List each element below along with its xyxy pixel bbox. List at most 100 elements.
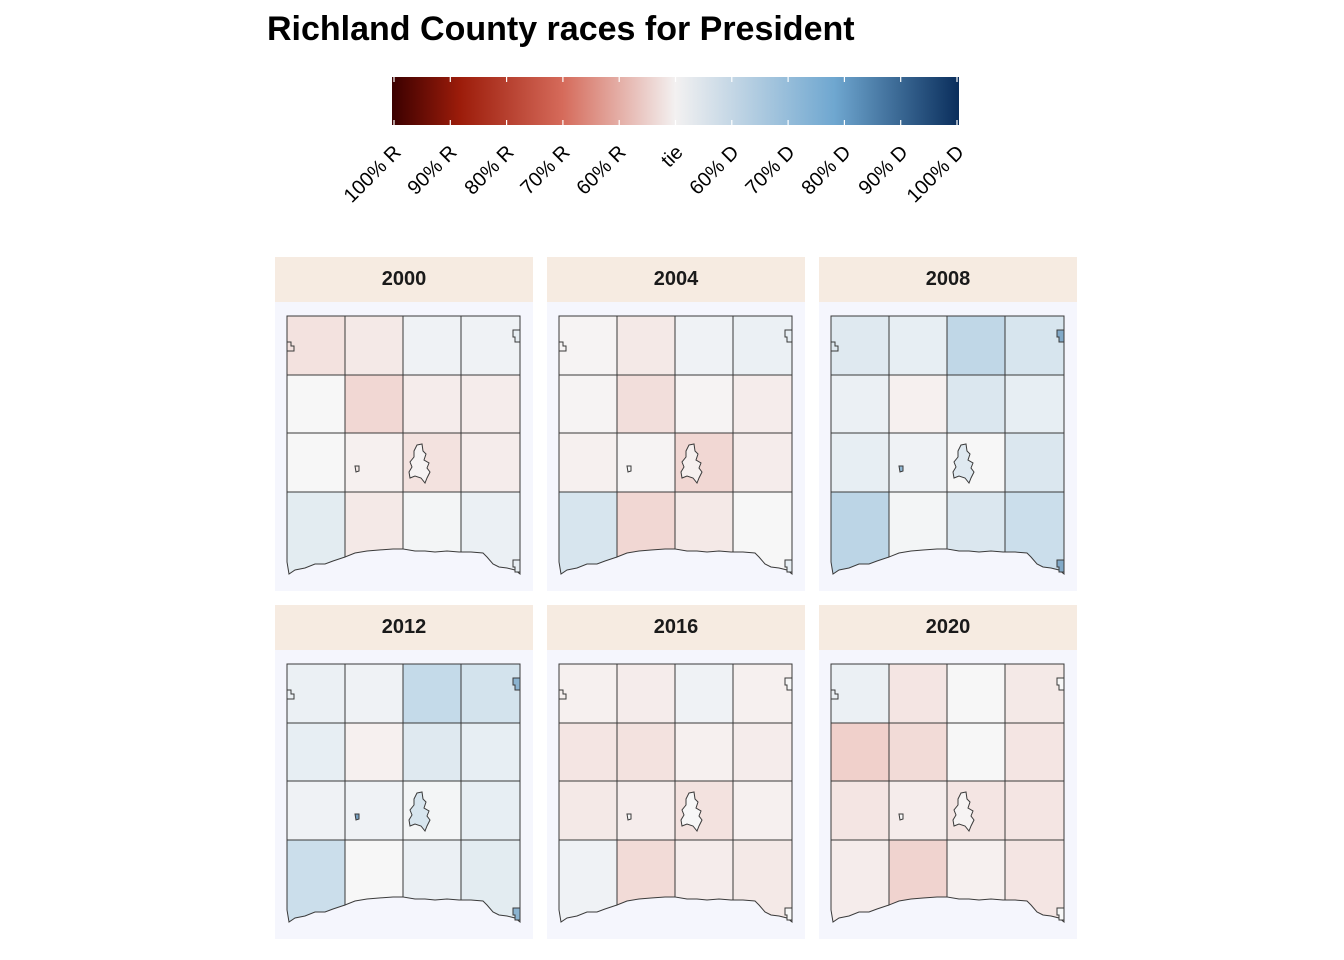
edge-precinct-se (1056, 559, 1065, 573)
legend-tick-label: 70% D (741, 141, 800, 200)
township-r1-c3 (402, 663, 462, 724)
township-r2-c1 (286, 374, 346, 434)
township-r3-c4 (732, 432, 793, 493)
township-r1-c1 (830, 663, 890, 724)
facet-panel-2016: 2016 (547, 605, 805, 939)
township-r4-c4 (732, 839, 793, 924)
township-r4-c1 (286, 491, 346, 575)
county-map (286, 315, 521, 576)
township-r3-c1 (286, 432, 346, 493)
township-r2-c1 (830, 722, 890, 782)
township-r4-c2 (616, 491, 676, 558)
facet-strip-label: 2008 (819, 257, 1077, 302)
township-r2-c4 (732, 722, 793, 782)
township-r4-c2 (344, 491, 404, 558)
legend-tick-label: 70% R (516, 141, 575, 200)
legend-tick-label: 90% R (403, 141, 462, 200)
township-r2-c3 (674, 722, 734, 782)
map-panel (819, 302, 1077, 591)
township-r3-c1 (558, 432, 618, 493)
map-panel (275, 650, 533, 939)
township-r2-c1 (286, 722, 346, 782)
township-r4-c1 (286, 839, 346, 923)
town-precinct (626, 465, 632, 473)
township-r1-c2 (616, 315, 676, 376)
color-legend-bar (392, 77, 959, 125)
township-r3-c4 (1004, 432, 1065, 493)
township-r4-c1 (558, 839, 618, 923)
township-r1-c4 (732, 663, 793, 724)
township-r2-c4 (460, 722, 521, 782)
facet-panel-2000: 2000 (275, 257, 533, 591)
county-map (558, 663, 793, 924)
township-r4-c3 (674, 839, 734, 901)
edge-precinct-se (512, 559, 521, 573)
township-r2-c3 (402, 722, 462, 782)
township-r1-c3 (402, 315, 462, 376)
township-r2-c1 (558, 722, 618, 782)
township-r2-c3 (946, 722, 1006, 782)
township-r4-c2 (888, 491, 948, 558)
township-r4-c3 (946, 491, 1006, 553)
township-r1-c1 (558, 315, 618, 376)
city-precinct (408, 443, 431, 484)
township-r1-c3 (946, 663, 1006, 724)
town-precinct (354, 813, 360, 821)
township-r3-c1 (286, 780, 346, 841)
township-r1-c3 (946, 315, 1006, 376)
township-r4-c4 (1004, 491, 1065, 576)
edge-precinct-nw (286, 689, 295, 700)
township-r3-c4 (1004, 780, 1065, 841)
township-r4-c3 (402, 491, 462, 553)
township-r4-c4 (732, 491, 793, 576)
township-r1-c3 (674, 315, 734, 376)
township-r4-c3 (674, 491, 734, 553)
township-r3-c2 (888, 432, 948, 493)
city-precinct (952, 791, 975, 832)
township-r4-c4 (460, 491, 521, 576)
township-r4-c4 (1004, 839, 1065, 924)
county-map (558, 315, 793, 576)
township-r1-c4 (1004, 315, 1065, 376)
township-r3-c2 (344, 780, 404, 841)
township-r1-c1 (286, 663, 346, 724)
township-r1-c2 (888, 315, 948, 376)
township-r1-c2 (344, 315, 404, 376)
township-r2-c2 (344, 374, 404, 434)
map-panel (547, 650, 805, 939)
edge-precinct-ne (784, 677, 793, 691)
township-r1-c2 (616, 663, 676, 724)
town-precinct (626, 813, 632, 821)
edge-precinct-ne (512, 329, 521, 343)
township-r3-c1 (558, 780, 618, 841)
facet-strip-label: 2012 (275, 605, 533, 650)
edge-precinct-se (1056, 907, 1065, 921)
city-precinct (408, 791, 431, 832)
edge-precinct-ne (1056, 677, 1065, 691)
township-r2-c2 (888, 722, 948, 782)
township-r4-c3 (402, 839, 462, 901)
township-r1-c2 (888, 663, 948, 724)
edge-precinct-ne (1056, 329, 1065, 343)
township-r3-c1 (830, 780, 890, 841)
county-map (830, 663, 1065, 924)
legend-tick-label: 80% R (460, 141, 519, 200)
facet-strip-label: 2016 (547, 605, 805, 650)
township-r1-c4 (460, 663, 521, 724)
facet-strip-label: 2000 (275, 257, 533, 302)
township-r2-c4 (732, 374, 793, 434)
town-precinct (898, 465, 904, 473)
city-precinct (680, 443, 703, 484)
facet-panel-2004: 2004 (547, 257, 805, 591)
township-r3-c4 (732, 780, 793, 841)
legend-tick-label: 100% D (902, 141, 969, 208)
township-r1-c1 (830, 315, 890, 376)
township-r4-c2 (616, 839, 676, 906)
township-r4-c3 (946, 839, 1006, 901)
edge-precinct-se (512, 907, 521, 921)
township-r2-c1 (558, 374, 618, 434)
township-r2-c2 (616, 374, 676, 434)
township-r3-c2 (344, 432, 404, 493)
map-panel (275, 302, 533, 591)
legend-tick-label: 80% D (797, 141, 856, 200)
